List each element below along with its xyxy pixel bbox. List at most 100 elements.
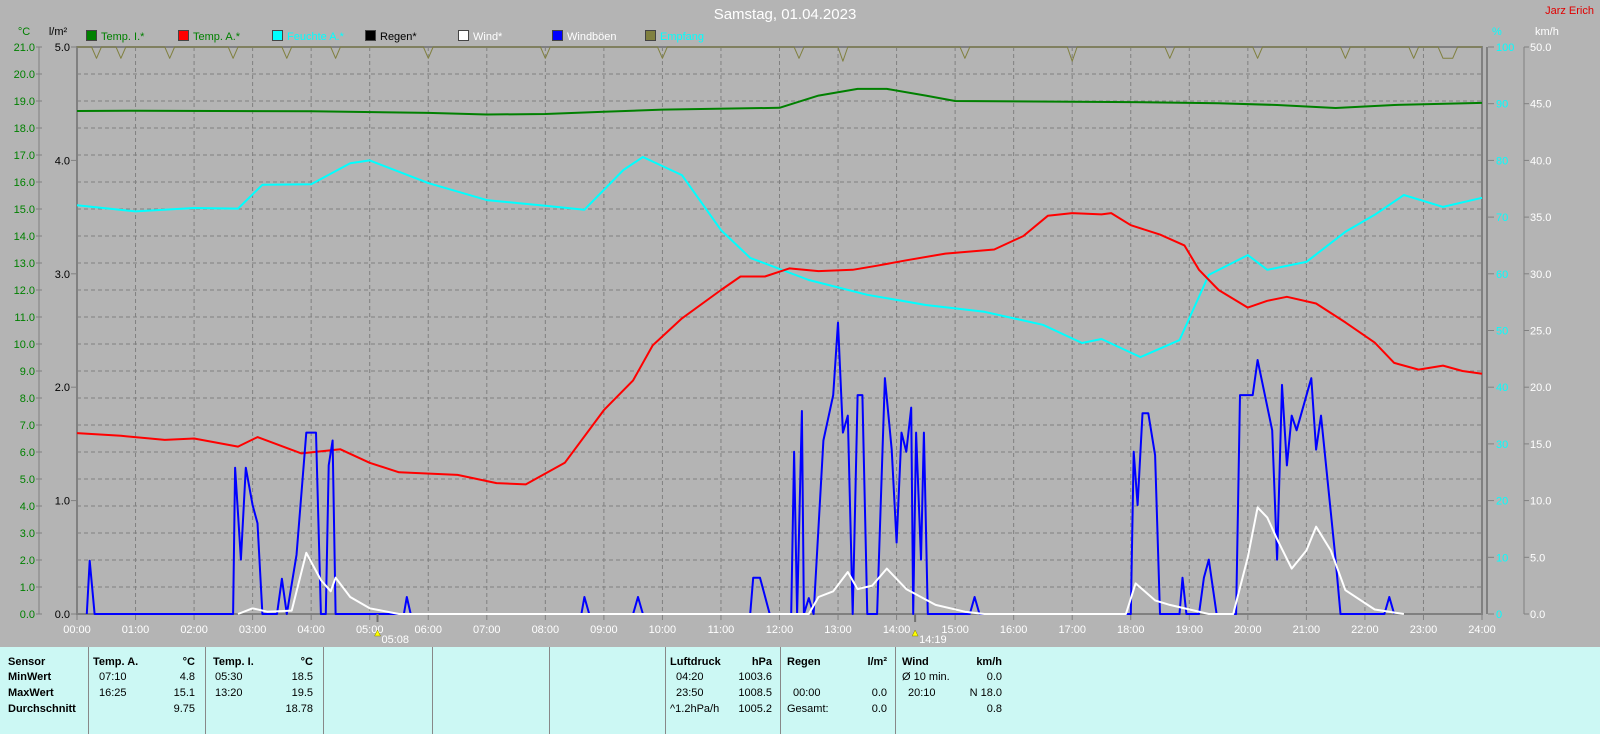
rain-tick-label: 1.0 [55,496,70,508]
x-tick-label: 19:00 [1176,624,1204,636]
series-line-wind [237,506,1405,615]
series-line-temp-i [76,87,1483,116]
row-label-min: MinWert [8,671,52,683]
x-tick-label: 06:00 [414,624,442,636]
unit-rain: l/m² [867,656,887,668]
rain-tick-label: 3.0 [55,269,70,281]
row-label-avg: Durchschnitt [8,703,76,715]
legend-item-humidity: Feuchte A.* [272,30,344,43]
legend-label: Wind* [473,31,503,43]
humidity-tick-label: 60 [1496,269,1508,281]
pressure-min: 1003.6 [738,671,772,683]
series-line-temp-a [76,212,1483,486]
temp-i-min: 18.5 [291,671,313,683]
wind-tick-label: 35.0 [1530,212,1551,224]
wind-gust-time: 20:10 [908,687,936,699]
column-sensor: Sensor MinWert MaxWert Durchschnitt [0,647,89,734]
legend-swatch [272,30,283,41]
humidity-tick-label: 20 [1496,496,1508,508]
temp-tick-label: 18.0 [14,123,35,135]
temp-i-max-time: 13:20 [215,687,243,699]
humidity-axis-unit: % [1492,26,1502,38]
legend-swatch [178,30,189,41]
temp-tick-label: 12.0 [14,285,35,297]
x-tick-label: 03:00 [239,624,267,636]
legend-label: Feuchte A.* [287,31,344,43]
unit-temp-i: °C [300,656,313,668]
legend-swatch [86,30,97,41]
x-tick-label: 07:00 [473,624,501,636]
x-tick-label: 16:00 [1000,624,1028,636]
column-temp-outside: Temp. A. °C 07:10 4.8 16:25 15.1 9.75 [89,647,206,734]
column-pressure: Luftdruck hPa 04:20 1003.6 23:50 1008.5 … [666,647,781,734]
rain-tick-label: 2.0 [55,382,70,394]
series-line-empfang [77,46,1482,62]
author-label: Jarz Erich [1545,5,1594,17]
x-tick-label: 12:00 [766,624,794,636]
pressure-trend: ^1.2hPa/h [670,703,720,715]
x-tick-label: 20:00 [1234,624,1262,636]
x-tick-label: 22:00 [1351,624,1379,636]
sunset-icon [911,629,919,637]
wind-axis-unit: km/h [1535,26,1559,38]
header-temp-a: Temp. A. [93,656,139,668]
legend-item-reception: Empfang [645,30,704,43]
temp-tick-label: 14.0 [14,231,35,243]
series-line-feuchte-a [76,156,1483,359]
temp-axis-unit: °C [18,26,30,38]
legend-item-temp-a: Temp. A.* [178,30,240,43]
x-tick-label: 14:00 [883,624,911,636]
temp-a-min: 4.8 [179,671,195,683]
marker-label: 05:08 [382,634,410,646]
x-tick-label: 02:00 [180,624,208,636]
temp-tick-label: 9.0 [20,366,35,378]
legend-label: Windböen [567,31,617,43]
weather-chart: 0.0 1.0 2.0 3.0 4.0 5.0 6.0 7.0 8.0 9.0 10.0 11.0 12… [14,26,1559,646]
legend-swatch [458,30,469,41]
unit-wind: km/h [976,656,1002,668]
temp-a-max: 15.1 [173,687,195,699]
legend-swatch [365,30,376,41]
legend-swatch [645,30,656,41]
header-rain: Regen [787,656,821,668]
temp-tick-label: 8.0 [20,393,35,405]
temp-tick-label: 17.0 [14,150,35,162]
pressure-max: 1008.5 [738,687,772,699]
humidity-tick-label: 10 [1496,552,1508,564]
wind-tick-label: 10.0 [1530,496,1551,508]
rain-value: 0.0 [871,687,887,699]
legend-item-temp-i: Temp. I.* [86,30,144,43]
temp-tick-label: 21.0 [14,42,35,54]
wind-mean: 0.8 [986,703,1002,715]
x-tick-label: 21:00 [1293,624,1321,636]
temp-tick-label: 5.0 [20,474,35,486]
pressure-min-time: 04:20 [676,671,704,683]
row-label-max: MaxWert [8,687,54,699]
x-tick-label: 23:00 [1410,624,1438,636]
header-pressure: Luftdruck [670,656,721,668]
x-tick-label: 08:00 [532,624,560,636]
temp-tick-label: 16.0 [14,177,35,189]
header-temp-i: Temp. I. [213,656,254,668]
legend-item-gusts: Windböen [552,30,617,43]
humidity-tick-label: 100 [1496,42,1514,54]
humidity-tick-label: 0 [1496,609,1502,621]
legend-label: Temp. I.* [101,31,145,43]
x-tick-label: 11:00 [708,624,735,636]
wind-tick-label: 30.0 [1530,269,1551,281]
temp-tick-label: 13.0 [14,258,35,270]
temp-tick-label: 7.0 [20,420,35,432]
column-empty [550,647,666,734]
legend-swatch [552,30,563,41]
temp-i-min-time: 05:30 [215,671,243,683]
wind-tick-label: 50.0 [1530,42,1551,54]
legend-item-rain: Regen* [365,30,417,43]
column-rain: Regen l/m² 00:00 0.0 Gesamt: 0.0 [781,647,896,734]
humidity-tick-label: 70 [1496,212,1508,224]
temp-a-max-time: 16:25 [99,687,127,699]
humidity-tick-label: 30 [1496,439,1508,451]
wind-tick-label: 45.0 [1530,99,1551,111]
temp-tick-label: 6.0 [20,447,35,459]
x-tick-label: 18:00 [1117,624,1145,636]
rain-total-label: Gesamt: [787,703,829,715]
